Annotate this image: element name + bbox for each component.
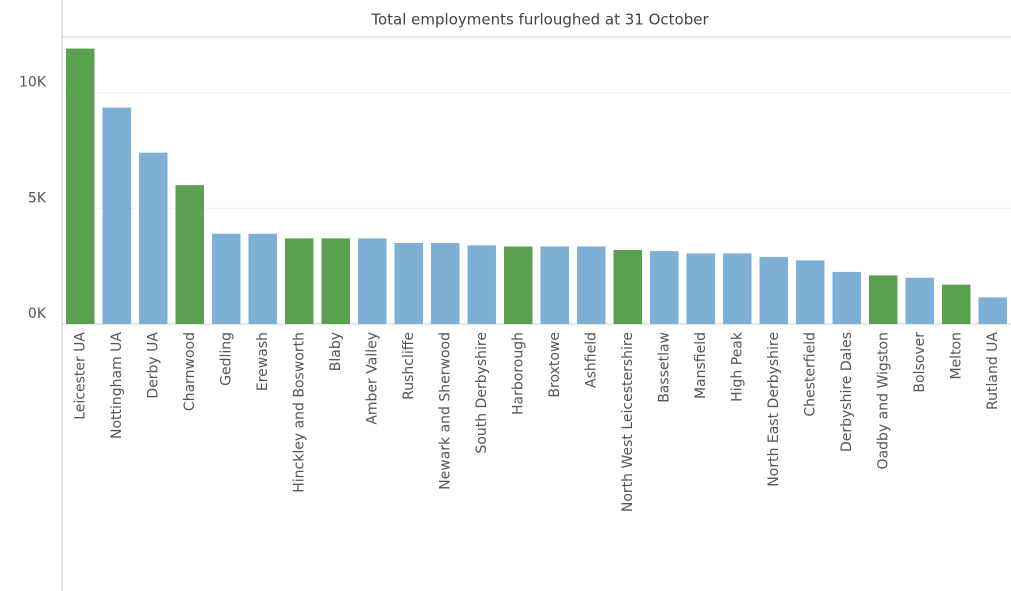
x-tick-label: Charnwood	[182, 332, 198, 411]
bar	[577, 246, 606, 324]
x-tick-label: Bolsover	[912, 332, 928, 393]
bar	[139, 152, 168, 324]
bar	[686, 253, 715, 324]
x-tick-label: Oadby and Wigston	[875, 332, 891, 469]
bar	[358, 238, 387, 324]
bar	[942, 284, 971, 324]
bar	[613, 249, 642, 324]
x-tick-label: Broxtowe	[547, 332, 563, 398]
bar	[796, 260, 825, 324]
bar	[540, 246, 569, 324]
x-tick-label: Harborough	[510, 332, 526, 415]
x-tick-label: High Peak	[729, 331, 745, 402]
bar	[248, 233, 277, 324]
y-tick-label: 0K	[28, 306, 47, 322]
x-tick-label: Amber Valley	[364, 332, 380, 425]
bar	[723, 253, 752, 324]
x-tick-label: Derbyshire Dales	[839, 332, 855, 452]
x-tick-label: South Derbyshire	[474, 332, 490, 454]
x-tick-label: Blaby	[328, 332, 344, 371]
y-tick-label: 5K	[28, 190, 47, 206]
x-tick-label: Melton	[948, 332, 964, 380]
x-tick-label: Bassetlaw	[656, 332, 672, 403]
bar	[905, 277, 934, 324]
bar	[285, 238, 314, 324]
bar	[175, 185, 204, 324]
x-tick-label: Chesterfield	[802, 332, 818, 417]
bar	[431, 242, 460, 324]
bar	[467, 245, 496, 324]
bar	[759, 256, 788, 324]
x-tick-label: Derby UA	[145, 332, 161, 399]
bar	[978, 297, 1007, 324]
bar	[869, 275, 898, 324]
x-tick-label: North West Leicestershire	[620, 332, 636, 512]
x-tick-label: Erewash	[255, 332, 271, 391]
bar	[102, 107, 131, 324]
x-tick-label: Ashfield	[583, 332, 599, 388]
chart-title: Total employments furloughed at 31 Octob…	[370, 11, 709, 29]
x-tick-label: Mansfield	[693, 332, 709, 399]
bar	[212, 233, 241, 324]
bar	[66, 48, 95, 325]
x-tick-label: Leicester UA	[72, 332, 88, 420]
x-tick-label: Rushcliffe	[401, 332, 417, 400]
x-tick-label: Rutland UA	[985, 332, 1001, 410]
x-tick-label: Newark and Sherwood	[437, 332, 453, 490]
bar	[832, 271, 861, 324]
x-tick-label: Hinckley and Bosworth	[291, 332, 307, 493]
bar	[394, 242, 423, 324]
x-tick-label: Gedling	[218, 332, 234, 386]
bar	[504, 246, 533, 324]
x-tick-label: Nottingham UA	[109, 332, 125, 439]
y-tick-label: 10K	[19, 75, 47, 91]
bar	[650, 251, 679, 324]
x-tick-label: North East Derbyshire	[766, 332, 782, 487]
bar	[321, 238, 350, 324]
